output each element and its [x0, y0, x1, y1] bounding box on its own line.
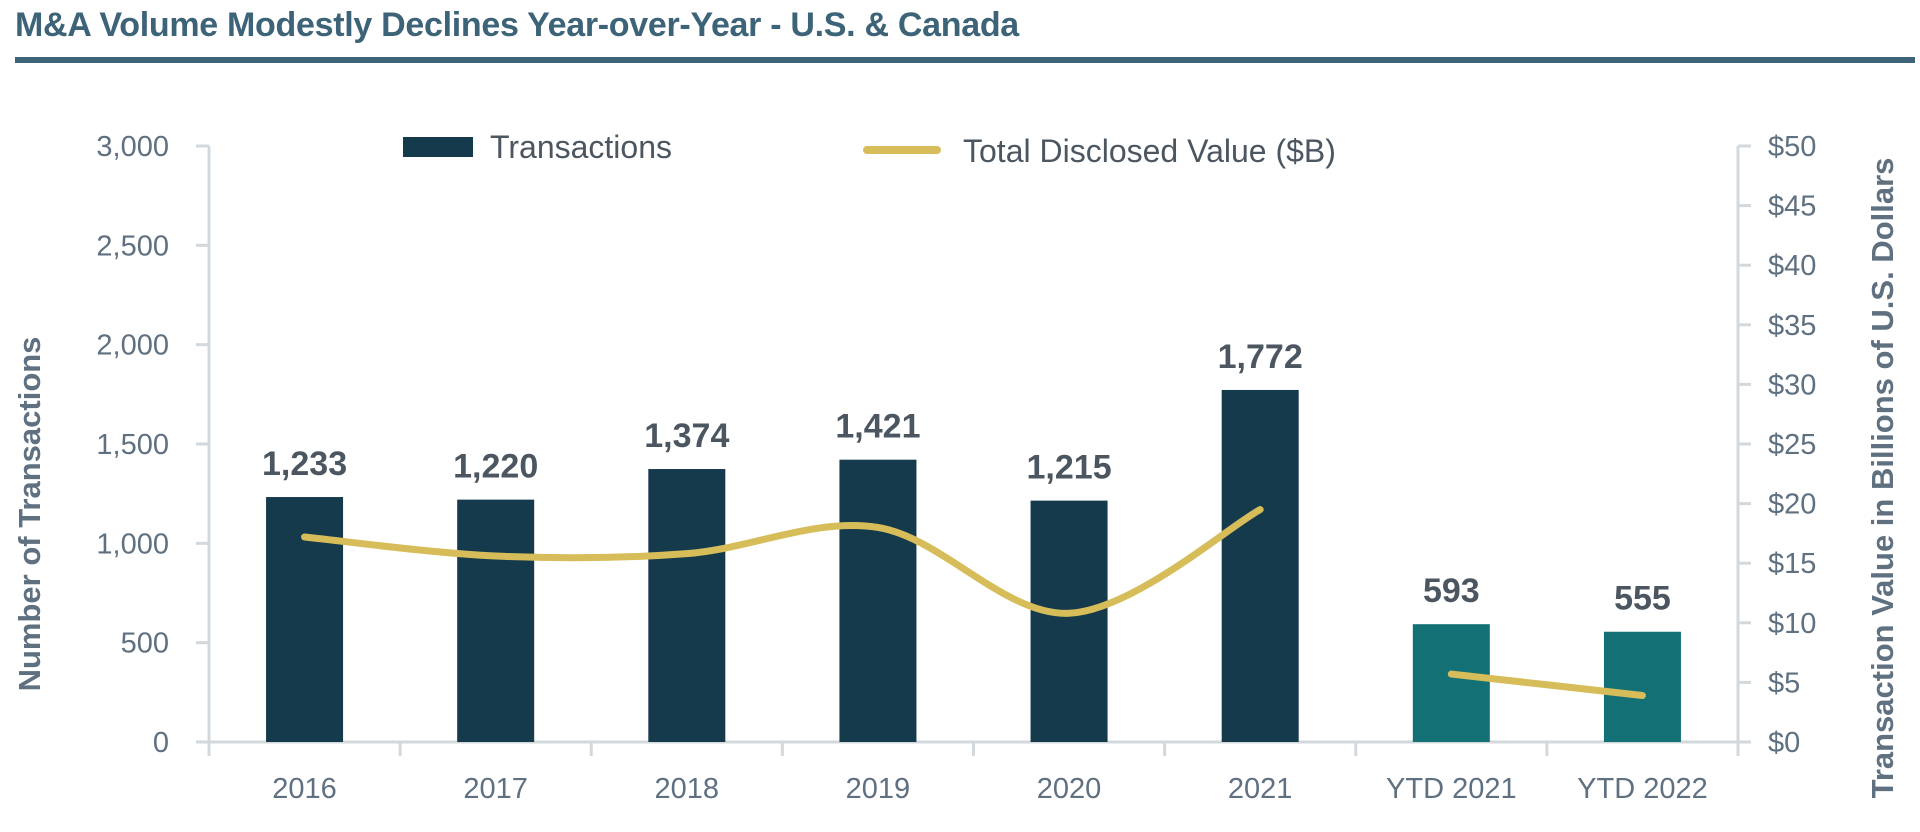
bar-series: [266, 389, 1681, 742]
y-right-tick-label: $10: [1768, 608, 1816, 640]
bar-2018: [648, 469, 726, 742]
y-right-tick-label: $0: [1768, 727, 1800, 759]
x-tick-label: 2017: [463, 773, 528, 805]
y-right-tick-label: $25: [1768, 429, 1816, 461]
x-tick-label: 2019: [846, 773, 911, 805]
y-right-tick-label: $35: [1768, 310, 1816, 342]
x-tick-label: 2020: [1037, 773, 1102, 805]
bar-value-label: 593: [1423, 572, 1480, 610]
x-tick-label: YTD 2021: [1386, 773, 1517, 805]
bar-value-label: 1,215: [1027, 449, 1112, 487]
y-right-tick-label: $15: [1768, 548, 1816, 580]
legend-label-transactions: Transactions: [490, 129, 672, 165]
value-line-segment-1: [301, 506, 1264, 617]
bar-value-label: 1,421: [835, 408, 920, 446]
y-right-tick-label: $40: [1768, 250, 1816, 282]
y-right-tick-label: $50: [1768, 131, 1816, 163]
bar-2021: [1221, 389, 1299, 742]
y-right-tick-label: $5: [1768, 667, 1800, 699]
title-underline: [15, 57, 1915, 63]
y-right-tick-label: $45: [1768, 191, 1816, 223]
legend-swatch-transactions: [403, 137, 473, 157]
bar-value-label: 1,374: [644, 417, 729, 455]
y-right-tick-label: $30: [1768, 369, 1816, 401]
value-line-segment-2: [1447, 670, 1646, 700]
x-tick-label: YTD 2022: [1577, 773, 1708, 805]
bar-ytd-2022: [1603, 631, 1681, 742]
y-left-tick-label: 1,000: [96, 528, 169, 560]
axes: 0 500 1,000 1,500 2,000 2,500 3,000 $0 $5 $10 $15 $…: [96, 131, 1816, 805]
y-left-tick-label: 2,500: [96, 230, 169, 262]
x-tick-label: 2018: [655, 773, 720, 805]
bar-2017: [457, 499, 535, 742]
x-tick-label: 2016: [272, 773, 337, 805]
data-labels: 1,233 1,220 1,374 1,421 1,215 1,772 593 555: [262, 338, 1671, 618]
legend: Transactions Total Disclosed Value ($B): [403, 129, 1336, 169]
y-left-tick-label: 3,000: [96, 131, 169, 163]
y-left-tick-label: 0: [153, 727, 169, 759]
y-left-tick-label: 2,000: [96, 330, 169, 362]
line-series: [301, 506, 1646, 700]
bar-value-label: 1,772: [1218, 338, 1303, 376]
x-tick-label: 2021: [1228, 773, 1293, 805]
bar-value-label: 555: [1614, 580, 1671, 618]
bar-value-label: 1,233: [262, 445, 347, 483]
y-right-tick-label: $20: [1768, 489, 1816, 521]
y-axis-right-label: Transaction Value in Billions of U.S. Do…: [1865, 158, 1900, 799]
bar-ytd-2021: [1412, 624, 1490, 742]
bar-value-label: 1,220: [453, 448, 538, 486]
legend-label-value: Total Disclosed Value ($B): [963, 133, 1336, 169]
y-left-tick-label: 500: [121, 628, 169, 660]
y-axis-left-label: Number of Transactions: [12, 337, 47, 692]
y-left-tick-label: 1,500: [96, 429, 169, 461]
bar-2019: [839, 459, 917, 742]
chart-title: M&A Volume Modestly Declines Year-over-Y…: [15, 6, 1019, 44]
bar-2020: [1030, 500, 1108, 742]
